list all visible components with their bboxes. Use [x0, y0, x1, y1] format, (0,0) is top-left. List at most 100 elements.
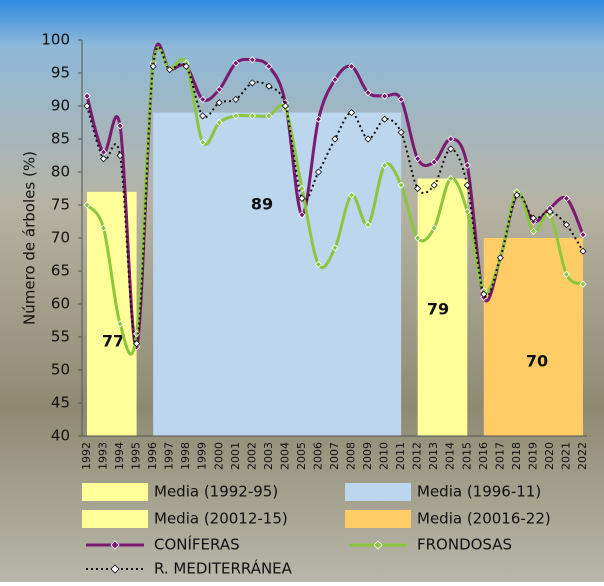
x-tick-label: 1993	[97, 442, 110, 470]
data-point	[166, 66, 174, 74]
data-point	[381, 161, 389, 169]
y-axis-title: Número de árboles (%)	[21, 151, 39, 325]
legend-label: Media (1996-11)	[417, 483, 541, 501]
data-point	[562, 194, 571, 202]
legend-label: Media (20012-15)	[154, 510, 288, 528]
x-tick-label: 1998	[179, 442, 192, 470]
x-tick-label: 1995	[130, 442, 143, 470]
data-point	[414, 155, 422, 163]
data-point	[215, 85, 223, 94]
data-point	[579, 247, 587, 255]
data-point	[381, 115, 389, 123]
x-tick-label: 2005	[295, 442, 308, 470]
data-point	[182, 62, 190, 70]
data-point	[232, 59, 240, 67]
x-tick-label: 2011	[394, 442, 407, 470]
x-tick-label: 2015	[460, 442, 473, 470]
x-tick-label: 1994	[113, 442, 126, 470]
data-point	[331, 76, 339, 84]
x-tick-label: 2019	[526, 442, 539, 470]
data-point	[116, 122, 124, 130]
data-point	[347, 62, 356, 70]
x-tick-label: 2018	[510, 442, 523, 470]
x-tick-label: 2014	[444, 442, 457, 470]
legend-label: Media (20016-22)	[417, 510, 551, 528]
data-point	[116, 320, 124, 328]
data-point	[232, 112, 240, 120]
data-point	[248, 79, 256, 87]
x-tick-label: 2008	[345, 442, 358, 470]
data-point	[314, 168, 323, 176]
x-tick-label: 2012	[411, 442, 424, 470]
data-point	[298, 211, 306, 219]
average-band	[417, 178, 468, 436]
x-tick-label: 2000	[212, 442, 225, 470]
x-tick-label: 2013	[427, 442, 440, 470]
y-tick-label: 90	[51, 97, 70, 115]
data-point	[397, 181, 405, 189]
y-tick-label: 55	[51, 328, 70, 346]
x-tick-label: 2009	[361, 442, 374, 470]
legend-label: FRONDOSAS	[417, 536, 512, 554]
legend-marker	[373, 540, 383, 550]
average-band	[87, 191, 137, 436]
data-point	[463, 181, 471, 189]
data-point	[298, 194, 306, 202]
data-point	[414, 234, 422, 242]
x-tick-label: 1999	[196, 442, 209, 470]
data-point	[199, 95, 207, 103]
x-tick-label: 2002	[245, 442, 258, 470]
data-point	[562, 270, 571, 278]
data-point	[83, 201, 91, 209]
y-tick-label: 75	[51, 196, 70, 214]
data-point	[579, 280, 587, 288]
x-tick-label: 2017	[493, 442, 506, 470]
x-tick-label: 2016	[477, 442, 490, 470]
data-point	[447, 145, 455, 153]
data-point	[529, 227, 537, 235]
data-point	[199, 112, 207, 120]
data-point	[414, 184, 422, 193]
data-point	[447, 175, 455, 183]
y-tick-label: 80	[51, 163, 70, 181]
x-tick-label: 2003	[262, 442, 275, 470]
data-point	[199, 138, 207, 146]
data-point	[463, 208, 471, 216]
data-point	[99, 224, 108, 232]
legend-label: CONÍFERAS	[154, 535, 240, 554]
data-point	[463, 161, 471, 169]
average-band	[153, 112, 402, 436]
data-point	[430, 224, 438, 232]
band-label: 89	[251, 195, 273, 214]
data-point	[83, 102, 91, 110]
legend-swatch	[82, 483, 148, 501]
data-point	[133, 340, 141, 348]
data-point	[347, 109, 356, 117]
data-point	[232, 95, 240, 103]
x-tick-label: 2007	[328, 442, 341, 470]
x-tick-label: 1992	[80, 442, 93, 470]
data-point	[364, 135, 372, 143]
data-point	[331, 244, 339, 252]
y-tick-label: 65	[51, 262, 70, 280]
data-point	[381, 92, 389, 100]
data-point	[513, 191, 521, 199]
y-tick-label: 50	[51, 361, 70, 379]
y-tick-label: 95	[51, 64, 70, 82]
data-point	[281, 102, 289, 110]
y-tick-label: 40	[51, 427, 70, 445]
legend-swatch	[82, 510, 148, 528]
data-point	[364, 221, 372, 229]
data-point	[83, 92, 91, 100]
data-point	[562, 221, 571, 229]
data-point	[265, 82, 273, 90]
legend-label: Media (1992-95)	[154, 483, 278, 501]
band-label: 77	[102, 332, 124, 351]
data-point	[347, 191, 356, 199]
x-tick-label: 2020	[543, 442, 556, 470]
data-point	[116, 151, 124, 160]
data-point	[480, 290, 488, 298]
x-tick-label: 2010	[378, 442, 391, 470]
data-point	[215, 118, 223, 127]
